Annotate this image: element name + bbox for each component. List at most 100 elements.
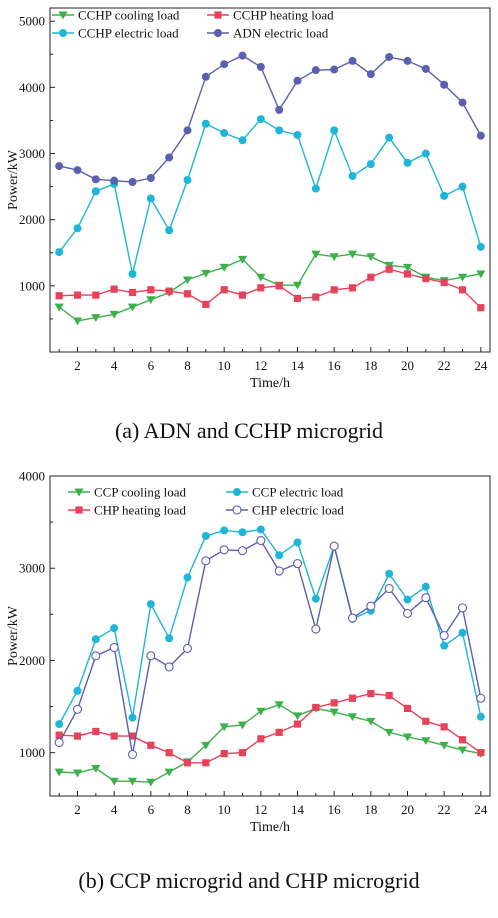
- y-axis-label: Power/kW: [6, 149, 21, 210]
- legend-marker: [75, 506, 83, 514]
- data-point: [201, 556, 211, 566]
- data-point: [238, 528, 247, 537]
- data-point: [55, 292, 63, 300]
- data-point: [422, 717, 430, 725]
- x-tick-label: 8: [184, 358, 191, 373]
- y-tick-label: 2000: [19, 653, 45, 668]
- data-point: [146, 651, 156, 661]
- data-point: [458, 182, 467, 191]
- data-point: [347, 613, 358, 623]
- x-tick-label: 22: [438, 802, 451, 817]
- data-point: [366, 253, 376, 262]
- data-point: [220, 526, 229, 535]
- data-point: [127, 749, 138, 760]
- x-axis-label: Time/h: [250, 820, 290, 835]
- data-point: [348, 284, 357, 292]
- data-point: [202, 300, 210, 308]
- data-point: [347, 250, 358, 259]
- data-point: [476, 242, 485, 251]
- data-point: [311, 66, 320, 75]
- data-point: [403, 595, 412, 604]
- data-point: [421, 64, 430, 73]
- data-point: [440, 278, 448, 287]
- data-point: [54, 768, 64, 777]
- y-tick-label: 1000: [19, 745, 45, 760]
- series-3: [55, 51, 485, 186]
- x-tick-label: 10: [218, 802, 231, 817]
- data-point: [347, 713, 358, 722]
- data-point: [164, 662, 174, 672]
- legend-item: CHP electric load: [226, 503, 344, 518]
- data-point: [385, 265, 393, 273]
- data-point: [458, 736, 467, 744]
- data-point: [73, 291, 82, 299]
- data-point: [439, 741, 449, 750]
- data-point: [476, 693, 486, 703]
- y-tick-label: 5000: [19, 14, 45, 29]
- series-line: [59, 54, 482, 183]
- data-point: [403, 270, 412, 278]
- data-point: [219, 723, 229, 732]
- data-point: [457, 746, 468, 755]
- data-point: [476, 270, 486, 279]
- series-0: [54, 701, 486, 787]
- series-line: [59, 692, 482, 764]
- data-point: [92, 727, 100, 736]
- x-tick-label: 4: [111, 802, 118, 817]
- data-point: [293, 76, 302, 85]
- data-point: [348, 56, 357, 65]
- data-point: [109, 777, 119, 786]
- data-point: [201, 741, 211, 750]
- data-point: [72, 704, 83, 714]
- data-point: [237, 255, 248, 264]
- data-point: [54, 737, 64, 748]
- legend-marker: [233, 488, 241, 496]
- x-tick-label: 16: [328, 802, 342, 817]
- x-tick-label: 20: [401, 358, 414, 373]
- data-point: [311, 594, 320, 603]
- data-point: [147, 741, 155, 749]
- data-point: [110, 732, 118, 740]
- data-point: [330, 65, 339, 74]
- data-point: [91, 314, 101, 322]
- data-point: [91, 187, 100, 196]
- legend-marker: [214, 29, 222, 37]
- x-tick-label: 14: [291, 358, 305, 373]
- data-point: [238, 51, 247, 60]
- data-point: [292, 559, 303, 569]
- data-point: [421, 593, 431, 603]
- data-point: [128, 269, 137, 278]
- data-point: [367, 273, 375, 281]
- panel-caption: (a) ADN and CCHP microgrid: [115, 418, 383, 443]
- data-point: [165, 749, 173, 757]
- data-point: [440, 191, 449, 200]
- plot-frame: [49, 475, 491, 797]
- data-point: [182, 276, 193, 285]
- data-point: [477, 304, 485, 312]
- x-tick-label: 14: [291, 802, 305, 817]
- data-point: [109, 310, 119, 319]
- data-point: [237, 721, 248, 730]
- data-point: [366, 601, 376, 611]
- data-point: [311, 624, 321, 634]
- data-point: [366, 717, 376, 726]
- data-point: [385, 691, 393, 700]
- data-point: [275, 728, 283, 736]
- data-point: [127, 777, 138, 786]
- data-point: [183, 176, 192, 184]
- data-point: [220, 60, 229, 69]
- data-point: [422, 274, 430, 283]
- legend-item: CHP heating load: [68, 503, 186, 518]
- data-point: [92, 291, 100, 299]
- data-point: [128, 177, 137, 186]
- data-point: [402, 263, 413, 272]
- data-point: [421, 149, 430, 158]
- series-line: [58, 118, 482, 275]
- data-point: [367, 690, 375, 698]
- data-point: [55, 248, 64, 257]
- series-1: [55, 265, 485, 312]
- data-point: [146, 600, 155, 609]
- data-point: [440, 641, 449, 650]
- data-point: [275, 126, 284, 135]
